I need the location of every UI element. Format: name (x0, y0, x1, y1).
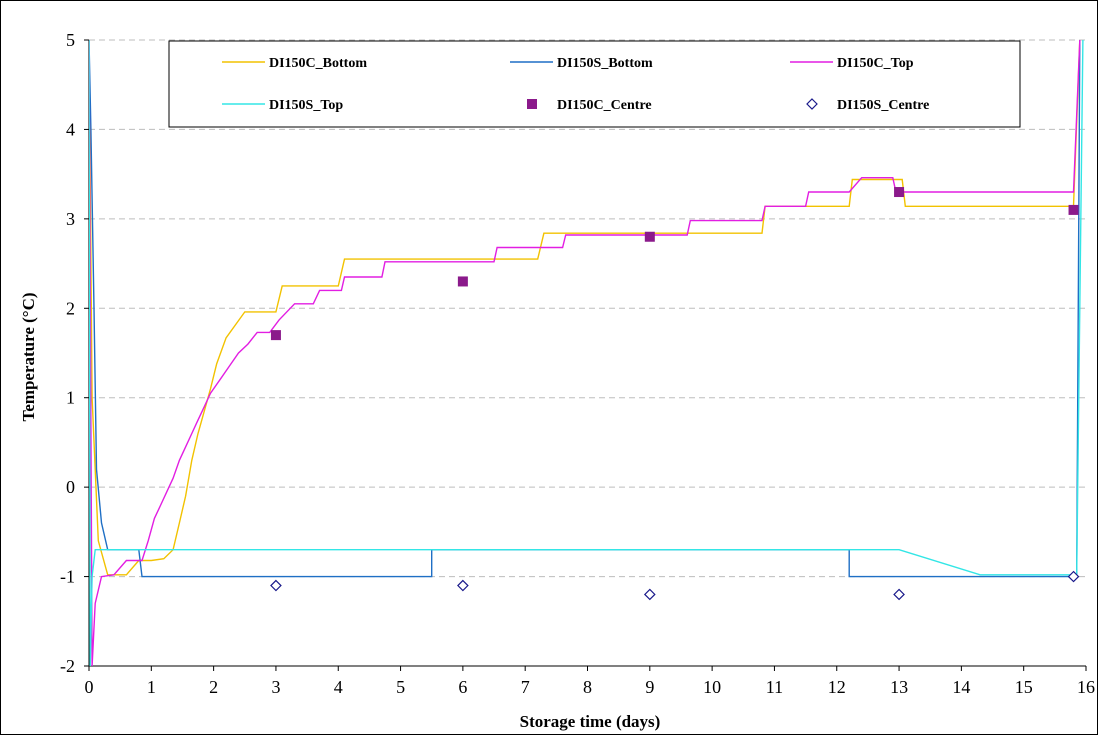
x-tick-label-5: 5 (396, 677, 405, 697)
marker-di150s-centre-1 (457, 579, 469, 592)
y-tick-label-5: 3 (66, 209, 75, 229)
x-tick-label-0: 0 (85, 677, 94, 697)
marker-di150c-centre-4 (1068, 204, 1079, 215)
legend: DI150C_Bottom DI150S_Bottom DI150C_Top DI15… (168, 40, 1021, 128)
legend-swatch-di150s-centre (806, 98, 818, 110)
y-axis-title: Temperature (°C) (19, 292, 38, 421)
series-line-di150s-bottom (89, 39, 1081, 578)
y-tick-label-1: -1 (60, 567, 75, 587)
y-tick-label-6: 4 (66, 119, 75, 139)
x-tick-label-2: 2 (209, 677, 218, 697)
x-tick-label-4: 4 (334, 677, 343, 697)
marker-di150c-centre-2 (644, 231, 655, 242)
marker-di150s-centre-2 (643, 588, 656, 601)
legend-label-di150c-bottom: DI150C_Bottom (269, 56, 367, 71)
legend-label-di150c-centre: DI150C_Centre (557, 98, 652, 113)
x-tick-label-12: 12 (828, 677, 846, 697)
x-tick-label-10: 10 (703, 677, 721, 697)
x-tick-label-1: 1 (147, 677, 156, 697)
marker-di150c-centre-0 (270, 330, 281, 341)
legend-box (168, 40, 1021, 128)
marker-di150c-centre-1 (457, 276, 468, 287)
legend-swatch-di150c-centre (527, 99, 537, 109)
x-tick-label-16: 16 (1077, 677, 1095, 697)
series-line-di150s-top (89, 39, 1084, 667)
marker-di150s-centre-4 (1067, 570, 1080, 583)
legend-label-di150s-bottom: DI150S_Bottom (557, 56, 653, 71)
y-tick-label-7: 5 (66, 30, 75, 50)
marker-di150s-centre-0 (270, 579, 282, 592)
x-tick-label-15: 15 (1015, 677, 1033, 697)
legend-label-di150c-top: DI150C_Top (837, 56, 914, 71)
x-tick-label-9: 9 (645, 677, 654, 697)
y-tick-label-4: 2 (66, 298, 75, 318)
x-tick-label-6: 6 (458, 677, 467, 697)
x-tick-label-7: 7 (521, 677, 530, 697)
series-group (89, 39, 1084, 667)
x-tick-label-3: 3 (271, 677, 280, 697)
y-tick-label-2: 0 (66, 477, 75, 497)
marker-di150s-centre-3 (893, 588, 905, 601)
x-tick-label-13: 13 (890, 677, 908, 697)
x-tick-label-14: 14 (952, 677, 970, 697)
y-tick-label-3: 1 (66, 388, 75, 408)
x-axis-title: Storage time (days) (520, 712, 661, 731)
y-tick-label-0: -2 (60, 656, 75, 676)
x-tick-label-8: 8 (583, 677, 592, 697)
marker-di150c-centre-3 (894, 187, 905, 198)
legend-label-di150s-centre: DI150S_Centre (837, 98, 929, 113)
x-tick-label-11: 11 (766, 677, 783, 697)
legend-label-di150s-top: DI150S_Top (269, 98, 343, 113)
series-line-di150c-top (89, 39, 1081, 667)
